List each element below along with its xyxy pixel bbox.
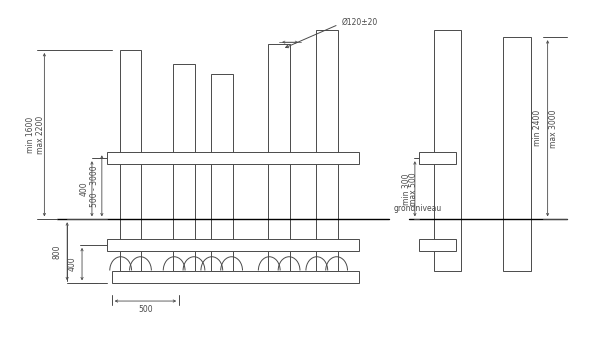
Text: max 3000: max 3000 — [549, 109, 558, 148]
Text: 400: 400 — [79, 181, 88, 196]
Bar — [173, 64, 195, 271]
Text: grondniveau: grondniveau — [394, 204, 442, 213]
Text: 500: 500 — [138, 305, 153, 315]
Bar — [107, 152, 359, 164]
Bar — [419, 239, 457, 251]
Text: 400: 400 — [68, 257, 76, 272]
Bar — [211, 73, 232, 271]
Text: Ø120±20: Ø120±20 — [342, 18, 378, 27]
Text: min 300: min 300 — [403, 173, 412, 204]
Bar — [503, 37, 531, 271]
Bar — [111, 271, 359, 283]
Bar — [419, 152, 457, 164]
Text: min 1600: min 1600 — [26, 116, 35, 153]
Text: 500 - 3000: 500 - 3000 — [90, 165, 100, 207]
Text: max 2200: max 2200 — [36, 116, 45, 154]
Bar — [268, 44, 290, 271]
Text: max 500: max 500 — [409, 172, 419, 206]
Text: 800: 800 — [53, 244, 62, 258]
Bar — [316, 30, 337, 271]
Text: min 2400: min 2400 — [533, 110, 542, 146]
Bar — [107, 239, 359, 251]
Bar — [433, 30, 461, 271]
Bar — [120, 50, 142, 271]
